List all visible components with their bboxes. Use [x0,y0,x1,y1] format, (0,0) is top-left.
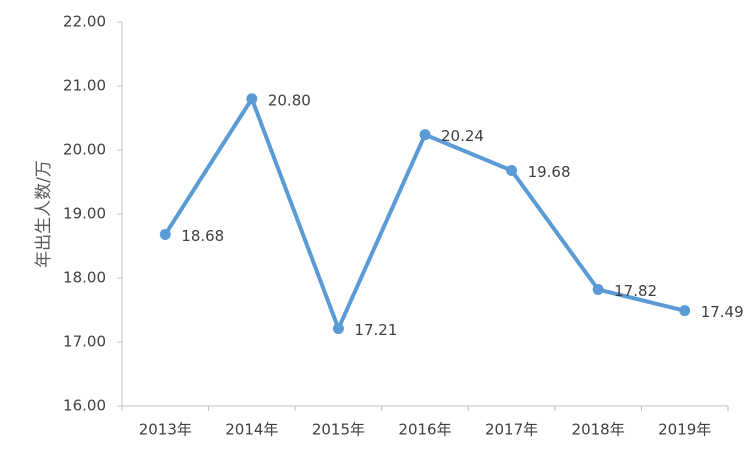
data-label: 20.80 [268,91,311,109]
y-axis-label: 年出生人数/万 [34,160,54,268]
data-label: 17.21 [354,321,397,339]
data-point [246,93,258,105]
x-tick-label: 2015年 [312,421,365,439]
data-label: 17.49 [701,303,744,321]
x-tick-label: 2018年 [572,421,625,439]
y-tick-label: 22.00 [63,13,106,31]
x-tick-label: 2013年 [139,421,192,439]
data-point [332,323,344,335]
y-tick-label: 21.00 [63,77,106,95]
y-tick-label: 19.00 [63,205,106,223]
y-tick-label: 18.00 [63,269,106,287]
data-point [419,129,431,141]
x-tick-label: 2016年 [398,421,451,439]
x-tick-label: 2019年 [658,421,711,439]
data-point [679,305,691,317]
data-label: 19.68 [528,163,571,181]
data-label: 18.68 [181,227,224,245]
y-tick-label: 20.00 [63,141,106,159]
data-label: 17.82 [614,282,657,300]
data-point [506,164,518,176]
x-tick-label: 2017年 [485,421,538,439]
y-tick-label: 17.00 [63,333,106,351]
data-point [159,228,171,240]
x-tick-label: 2014年 [225,421,278,439]
data-label: 20.24 [441,127,484,145]
data-point [592,284,604,296]
y-tick-label: 16.00 [63,397,106,415]
